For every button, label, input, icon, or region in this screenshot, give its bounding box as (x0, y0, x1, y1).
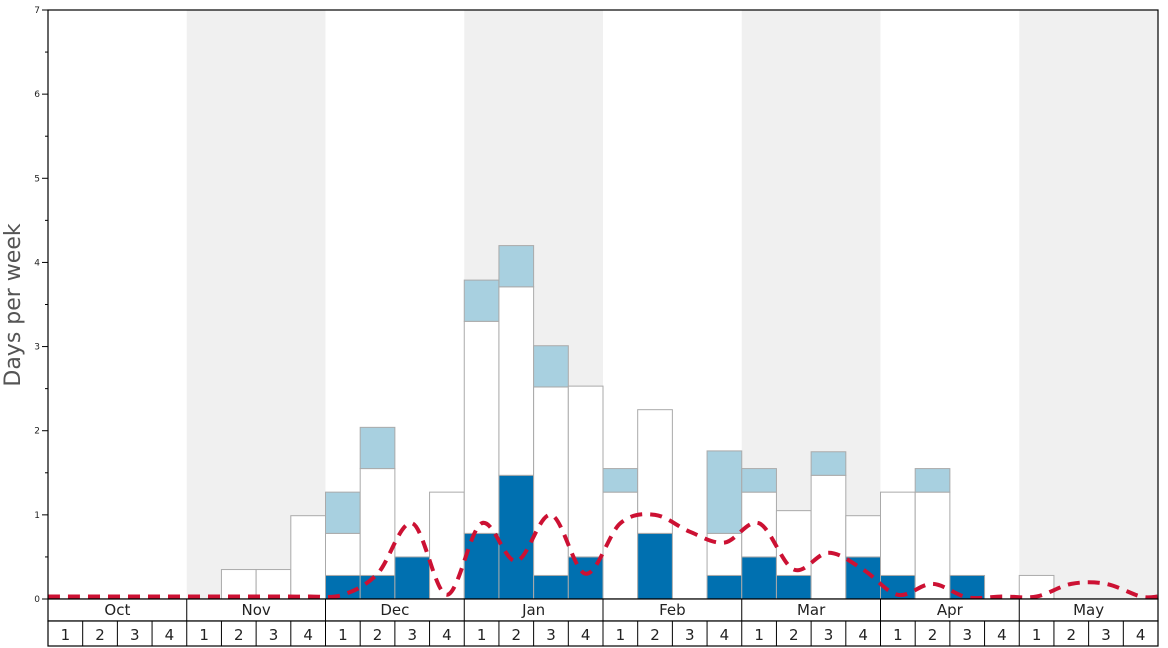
week-label: 4 (858, 626, 868, 644)
bar-segment (463, 279, 500, 322)
bar-segment (949, 574, 986, 600)
y-axis-label: Days per week (1, 223, 26, 386)
bar-segment (498, 474, 535, 600)
bar-segment (880, 491, 916, 576)
week-label: 3 (1101, 626, 1111, 644)
month-shade-may (1019, 10, 1158, 599)
week-label: 2 (95, 626, 105, 644)
week-label: 2 (789, 626, 799, 644)
week-label: 3 (962, 626, 972, 644)
trend-line (48, 512, 1159, 601)
week-label: 3 (407, 626, 417, 644)
bar-segment (775, 574, 812, 600)
week-label: 2 (1067, 626, 1077, 644)
week-label: 2 (234, 626, 244, 644)
week-label: 1 (199, 626, 209, 644)
y-tick-label: 7 (34, 6, 40, 16)
bar-segment (359, 468, 396, 576)
week-label: 3 (546, 626, 556, 644)
bar-segment (325, 491, 361, 534)
y-tick-label: 2 (34, 427, 40, 437)
bar-segment (394, 556, 431, 600)
week-label: 4 (442, 626, 452, 644)
y-tick-label: 1 (34, 511, 40, 521)
bar-segment (255, 569, 292, 600)
bar-segment (463, 320, 500, 534)
bar-segment (359, 426, 396, 470)
week-label: 2 (650, 626, 660, 644)
week-label: 3 (269, 626, 279, 644)
week-label: 1 (477, 626, 487, 644)
bar-layer (220, 245, 1055, 600)
month-label-dec: Dec (380, 601, 409, 619)
bar-segment (741, 468, 777, 493)
bar-segment (637, 409, 673, 534)
month-label-feb: Feb (659, 601, 686, 619)
week-label: 2 (512, 626, 522, 644)
bar-segment (637, 532, 673, 600)
week-label: 4 (303, 626, 313, 644)
y-tick-label: 3 (34, 343, 40, 353)
week-label: 1 (616, 626, 626, 644)
bar-segment (220, 569, 257, 600)
week-label: 1 (754, 626, 764, 644)
bar-segment (810, 474, 847, 600)
bar-segment (498, 245, 535, 288)
bar-segment (290, 515, 326, 600)
month-label-mar: Mar (797, 601, 826, 619)
bar-segment (602, 468, 639, 493)
week-label: 1 (893, 626, 903, 644)
month-label-may: May (1073, 601, 1104, 619)
bar-segment (845, 515, 881, 558)
bar-segment (775, 510, 812, 576)
y-tick-label: 0 (34, 595, 40, 605)
axis-layer: 0 1 2 3 4 5 6 7 Oct Nov Dec Jan Feb Mar Apr May 1 2 3 4 1 2 3 4… (34, 6, 1159, 647)
week-label: 4 (997, 626, 1007, 644)
week-label: 2 (928, 626, 938, 644)
bar-segment (463, 532, 500, 600)
y-tick-label: 5 (34, 174, 40, 184)
week-label: 1 (338, 626, 348, 644)
week-label: 1 (61, 626, 71, 644)
week-label: 4 (165, 626, 175, 644)
bar-segment (533, 345, 569, 388)
bar-segment (914, 468, 951, 493)
bar-segment (359, 574, 396, 600)
week-label: 1 (1032, 626, 1042, 644)
y-tick-label: 4 (34, 258, 40, 268)
week-label: 3 (130, 626, 140, 644)
month-label-jan: Jan (521, 601, 545, 619)
bar-segment (741, 556, 777, 600)
week-label: 2 (373, 626, 383, 644)
month-label-oct: Oct (104, 601, 130, 619)
bar-segment (325, 532, 361, 576)
bar-segment (706, 574, 743, 600)
bar-segment (567, 385, 604, 558)
month-label-nov: Nov (241, 601, 270, 619)
trend-line-layer (48, 512, 1159, 601)
week-label: 4 (720, 626, 730, 644)
month-shade-nov (186, 10, 326, 599)
bar-segment (533, 574, 569, 600)
bar-segment (602, 491, 639, 600)
month-label-apr: Apr (937, 601, 964, 619)
bar-segment (810, 451, 847, 476)
week-label: 3 (685, 626, 695, 644)
week-label: 4 (581, 626, 591, 644)
y-tick-label: 6 (34, 90, 40, 100)
week-label: 3 (824, 626, 834, 644)
bar-segment (429, 491, 465, 600)
bar-segment (706, 450, 743, 534)
bar-segment (914, 491, 951, 600)
bar-segment (533, 386, 569, 576)
week-label: 4 (1136, 626, 1146, 644)
bar-segment (498, 286, 535, 476)
